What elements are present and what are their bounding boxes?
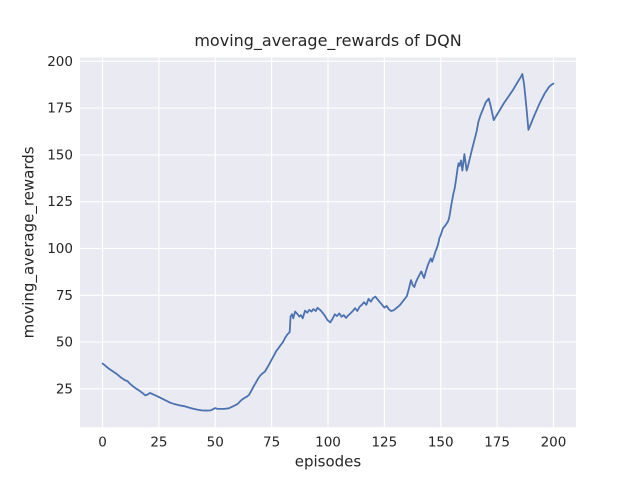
x-tick-label: 0 xyxy=(98,435,107,451)
x-tick-label: 100 xyxy=(315,435,341,451)
x-tick-label: 50 xyxy=(207,435,224,451)
x-tick-label: 175 xyxy=(484,435,510,451)
x-axis-label: episodes xyxy=(295,453,362,471)
grid xyxy=(80,57,576,428)
tick-labels: 0 25 50 75 100 125 150 175 200 25 50 75 100 125 150 175… xyxy=(47,54,566,451)
chart-title: moving_average_rewards of DQN xyxy=(194,31,461,51)
x-tick-label: 150 xyxy=(428,435,454,451)
x-tick-label: 25 xyxy=(150,435,167,451)
x-tick-label: 200 xyxy=(541,435,567,451)
y-tick-label: 100 xyxy=(47,241,73,257)
y-axis-label: moving_average_rewards xyxy=(20,146,39,338)
x-tick-label: 125 xyxy=(371,435,397,451)
y-tick-label: 50 xyxy=(56,335,73,351)
y-tick-label: 200 xyxy=(47,54,73,70)
y-tick-label: 75 xyxy=(56,288,73,304)
y-tick-label: 175 xyxy=(47,101,73,117)
y-tick-label: 25 xyxy=(56,381,73,397)
y-tick-label: 125 xyxy=(47,194,73,210)
reward-line-series xyxy=(101,73,555,412)
x-tick-label: 75 xyxy=(263,435,280,451)
y-tick-label: 150 xyxy=(47,147,73,163)
